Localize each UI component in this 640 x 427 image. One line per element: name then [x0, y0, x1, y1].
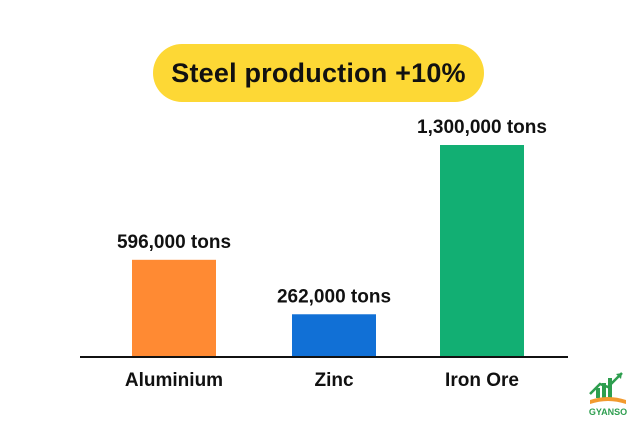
- bar-aluminium: [132, 259, 216, 357]
- chart-title-pill: Steel production +10%: [153, 44, 484, 102]
- logo-wordmark: GYANSO: [589, 407, 627, 417]
- chart-title: Steel production +10%: [171, 57, 466, 88]
- bar-zinc: [292, 314, 376, 357]
- data-label-aluminium: 596,000 tons: [117, 232, 231, 253]
- x-tick-label-aluminium: Aluminium: [125, 370, 223, 391]
- data-label-zinc: 262,000 tons: [277, 286, 391, 307]
- data-labels-layer: 596,000 tons 262,000 tons 1,300,000 tons: [117, 117, 547, 307]
- x-tick-label-iron-ore: Iron Ore: [445, 370, 519, 391]
- bars-layer: [132, 145, 524, 357]
- data-label-iron-ore: 1,300,000 tons: [417, 117, 547, 138]
- bar-iron-ore: [440, 145, 524, 357]
- brand-logo: GYANSO: [584, 368, 632, 418]
- x-tick-labels-layer: Aluminium Zinc Iron Ore: [125, 370, 519, 391]
- x-tick-label-zinc: Zinc: [314, 370, 353, 391]
- rising-chart-book-icon: GYANSO: [589, 372, 627, 417]
